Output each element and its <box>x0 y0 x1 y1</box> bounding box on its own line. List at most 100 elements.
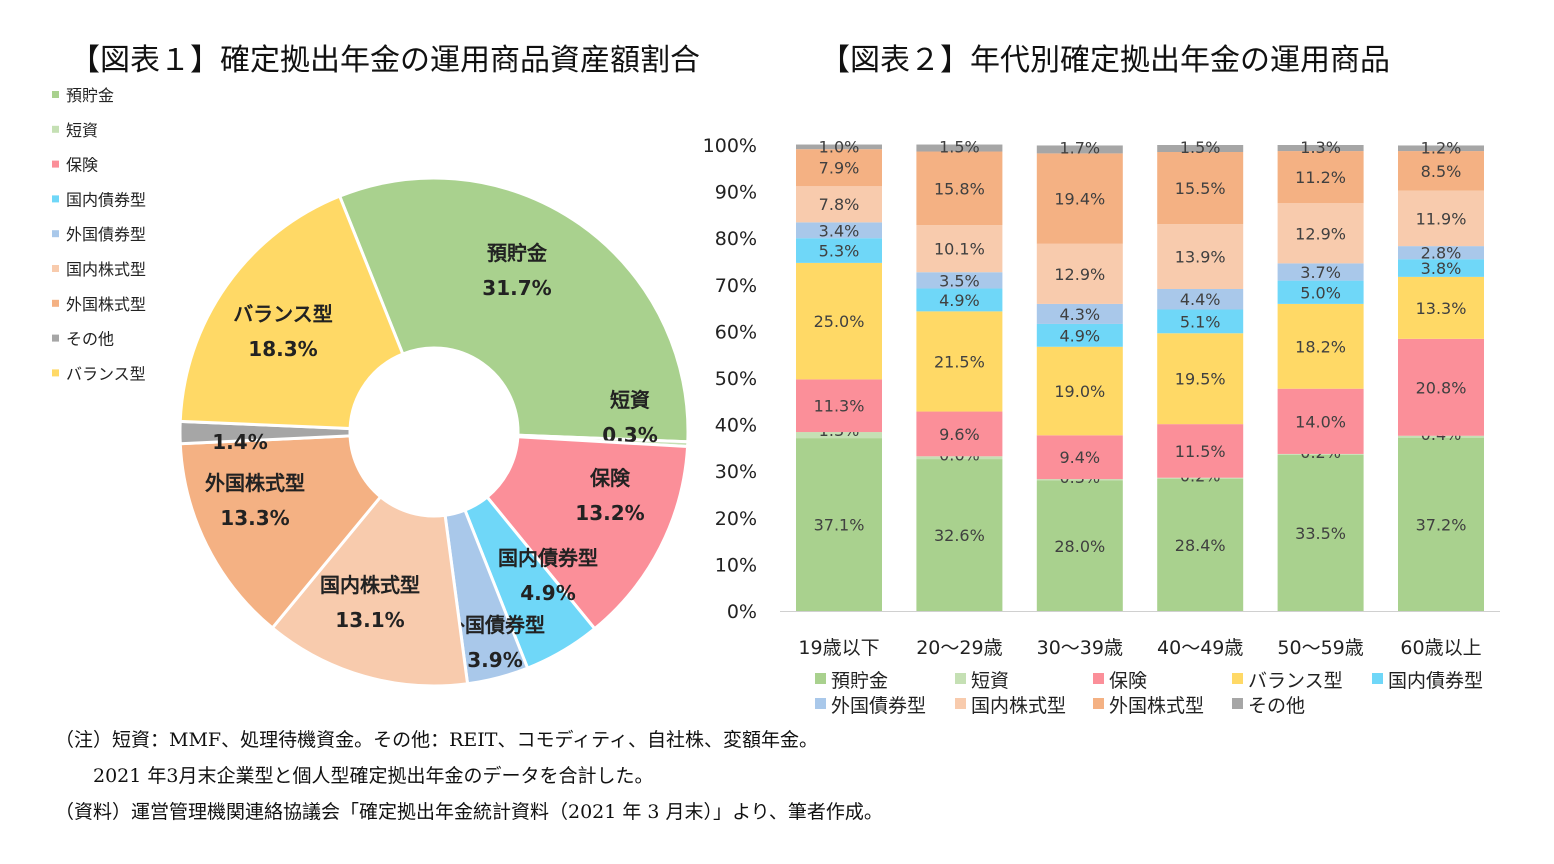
bar-segment <box>1036 346 1123 436</box>
pie-slice-label: 4.9% <box>520 581 575 605</box>
legend-label: 外国債券型 <box>66 225 146 244</box>
bar-segment <box>1157 424 1244 478</box>
pie-slice-label: 31.7% <box>482 276 551 300</box>
data-label: 20.8% <box>1416 378 1467 397</box>
legend-label: 国内債券型 <box>66 190 146 209</box>
data-label: 11.2% <box>1295 168 1346 187</box>
y-tick-label: 0% <box>727 601 757 623</box>
pie-slice-label: 13.1% <box>335 608 404 632</box>
data-label: 14.0% <box>1295 412 1346 431</box>
bar-chart: 0% 10% 20% 30% 40% 50% 60% 70% 80% 90% 100% 37.1% 1.… <box>703 135 1500 659</box>
pie-slice-name: 預貯金 <box>487 241 548 265</box>
bar-segment <box>1157 477 1244 479</box>
legend-swatch <box>52 195 59 203</box>
bar-segment <box>1036 303 1123 324</box>
bar-segment <box>916 144 1003 152</box>
bar-segment <box>1157 333 1244 425</box>
legend-swatch <box>815 673 826 684</box>
data-label: 15.8% <box>934 179 985 198</box>
bar-segment <box>916 288 1003 312</box>
legend-label: 外国株式型 <box>1109 695 1204 717</box>
data-label: 11.3% <box>814 397 865 416</box>
data-label: 4.9% <box>1059 326 1100 345</box>
data-label: 25.0% <box>814 312 865 331</box>
data-label: 15.5% <box>1175 179 1226 198</box>
pie-slice-label: 13.2% <box>575 501 644 525</box>
legend-swatch <box>52 369 59 377</box>
bar-segment <box>1398 151 1484 191</box>
data-label: 4.9% <box>939 291 980 310</box>
bar-segment <box>1277 203 1364 264</box>
data-label: 33.5% <box>1295 524 1346 543</box>
bar-segment <box>916 311 1003 412</box>
bar-segment <box>796 262 882 380</box>
data-label: 9.6% <box>939 425 980 444</box>
bar-segment <box>796 144 882 150</box>
pie-slice <box>270 494 470 688</box>
bar-segment <box>1036 479 1123 481</box>
x-tick-label: 19歳以下 <box>798 637 879 659</box>
legend-swatch <box>1232 673 1243 684</box>
legend-label: 外国債券型 <box>831 695 926 717</box>
data-label: 11.5% <box>1175 442 1226 461</box>
legend-label: 保険 <box>66 156 98 175</box>
data-label: 13.3% <box>1416 299 1467 318</box>
pie-slice-label: 13.3% <box>220 506 289 530</box>
data-label: 11.9% <box>1416 209 1467 228</box>
bar-segment <box>1036 323 1123 347</box>
bar-segment <box>1277 145 1364 152</box>
legend-swatch <box>52 230 59 238</box>
bar-segment <box>1398 190 1484 247</box>
data-label: 7.8% <box>819 195 860 214</box>
y-tick-label: 60% <box>715 321 757 343</box>
data-label: 21.5% <box>934 352 985 371</box>
data-label: 3.7% <box>1300 263 1341 282</box>
legend-label: 預貯金 <box>831 670 888 692</box>
data-label: 13.9% <box>1175 248 1226 267</box>
data-label: 7.9% <box>819 159 860 178</box>
legend-label: その他 <box>66 330 114 349</box>
bar-segment <box>1398 437 1484 611</box>
legend-swatch <box>52 125 59 133</box>
pie-slice-label: 1.4% <box>212 430 267 454</box>
bar-segment <box>1398 259 1484 277</box>
legend-swatch <box>1372 673 1383 684</box>
pie-slice-name: 国内株式型 <box>320 573 420 597</box>
data-label: 5.0% <box>1300 283 1341 302</box>
x-tick-label: 40～49歳 <box>1157 637 1243 659</box>
legend-swatch <box>52 91 59 98</box>
note-3: （資料）運営管理機関連絡協議会「確定拠出年金統計資料（2021 年 3 月末）」… <box>55 801 883 823</box>
bar-segment <box>1277 263 1364 281</box>
bar-segment <box>1398 338 1484 436</box>
data-label: 1.3% <box>1300 138 1341 157</box>
bar-segment <box>1398 145 1484 152</box>
bar-segment <box>916 225 1003 273</box>
data-label: 37.1% <box>814 516 865 535</box>
legend-label: 国内債券型 <box>1388 670 1483 692</box>
data-label: 4.4% <box>1180 290 1221 309</box>
data-label: 1.5% <box>939 138 980 157</box>
y-tick-label: 90% <box>715 182 757 204</box>
data-label: 19.5% <box>1175 370 1226 389</box>
legend-swatch <box>52 265 59 272</box>
pie-slice-label: 3.9% <box>467 648 522 672</box>
legend-swatch <box>1093 673 1104 684</box>
data-label: 3.8% <box>1421 259 1462 278</box>
bar-segment <box>1157 145 1244 152</box>
data-label: 28.4% <box>1175 536 1226 555</box>
y-tick-label: 100% <box>703 135 757 157</box>
legend-swatch <box>52 160 59 168</box>
legend-swatch <box>955 698 966 709</box>
bar-segment <box>916 456 1003 460</box>
bar-segment <box>916 272 1003 289</box>
data-label: 2.8% <box>1421 244 1462 263</box>
bar-segment <box>1277 454 1364 611</box>
bar-segment <box>1157 151 1244 225</box>
bar-segment <box>1036 480 1123 611</box>
bar-segment <box>796 149 882 187</box>
data-label: 12.9% <box>1054 265 1105 284</box>
bar-segment <box>916 151 1003 226</box>
